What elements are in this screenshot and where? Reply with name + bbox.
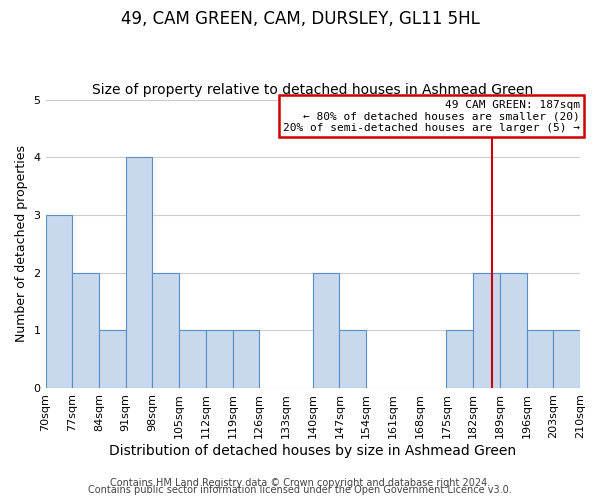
Bar bbox=[553, 330, 580, 388]
Title: Size of property relative to detached houses in Ashmead Green: Size of property relative to detached ho… bbox=[92, 83, 533, 97]
Bar bbox=[340, 330, 366, 388]
Bar bbox=[527, 330, 553, 388]
Bar bbox=[46, 215, 72, 388]
Bar bbox=[179, 330, 206, 388]
Bar bbox=[473, 272, 500, 388]
Text: Contains HM Land Registry data © Crown copyright and database right 2024.: Contains HM Land Registry data © Crown c… bbox=[110, 478, 490, 488]
Bar bbox=[152, 272, 179, 388]
Bar bbox=[313, 272, 340, 388]
Text: 49 CAM GREEN: 187sqm
← 80% of detached houses are smaller (20)
20% of semi-detac: 49 CAM GREEN: 187sqm ← 80% of detached h… bbox=[283, 100, 580, 133]
Bar bbox=[72, 272, 99, 388]
X-axis label: Distribution of detached houses by size in Ashmead Green: Distribution of detached houses by size … bbox=[109, 444, 517, 458]
Bar bbox=[446, 330, 473, 388]
Bar bbox=[206, 330, 233, 388]
Text: 49, CAM GREEN, CAM, DURSLEY, GL11 5HL: 49, CAM GREEN, CAM, DURSLEY, GL11 5HL bbox=[121, 10, 479, 28]
Y-axis label: Number of detached properties: Number of detached properties bbox=[15, 146, 28, 342]
Bar bbox=[500, 272, 527, 388]
Bar bbox=[126, 158, 152, 388]
Bar bbox=[99, 330, 126, 388]
Text: Contains public sector information licensed under the Open Government Licence v3: Contains public sector information licen… bbox=[88, 485, 512, 495]
Bar bbox=[233, 330, 259, 388]
